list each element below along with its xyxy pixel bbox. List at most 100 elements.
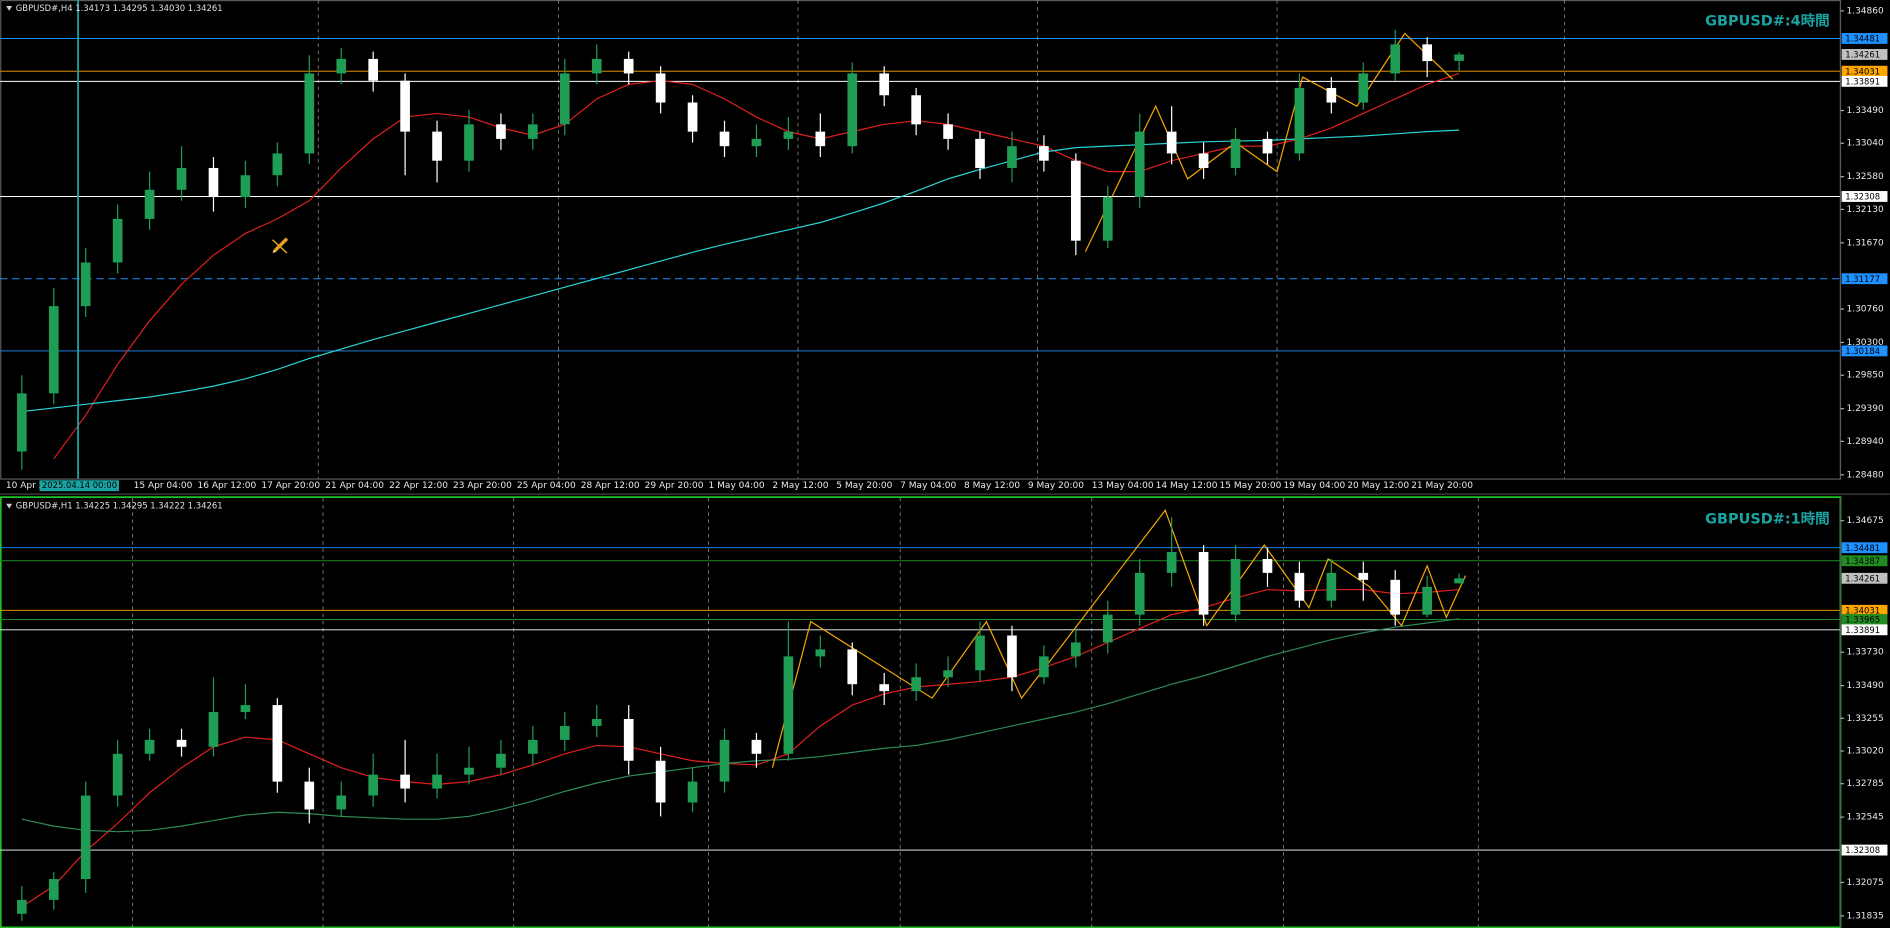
candle-body — [368, 58, 378, 81]
candle-body — [1294, 87, 1305, 154]
price-label: 1.34387 — [1845, 556, 1880, 566]
candle-body — [1230, 558, 1241, 615]
candle-body — [464, 124, 474, 161]
y-tick-label: 1.28940 — [1846, 437, 1884, 447]
candle-body — [1358, 73, 1369, 103]
candle-body — [1422, 44, 1432, 62]
x-tick-label: 5 May 20:00 — [836, 481, 892, 491]
candle-body — [528, 124, 538, 139]
x-tick-label: 9 May 20:00 — [1028, 481, 1084, 491]
price-label: 1.32308 — [1845, 845, 1880, 855]
x-tick-label: 1 May 04:00 — [709, 481, 765, 491]
x-tick-label: 19 May 04:00 — [1283, 481, 1345, 491]
x-tick-label: 20 May 12:00 — [1347, 481, 1409, 491]
moving-average-line — [53, 72, 1460, 460]
x-tick-label: 29 Apr 20:00 — [645, 481, 704, 491]
cursor-label-box — [39, 480, 120, 492]
x-tick-label: 25 Apr 04:00 — [517, 481, 576, 491]
price-label: 1.34481 — [1845, 34, 1880, 44]
candle-body — [751, 138, 762, 147]
candle-body — [208, 712, 219, 747]
candle-body — [176, 167, 187, 190]
candle-body — [240, 175, 251, 198]
x-tick-label: 17 Apr 20:00 — [261, 481, 320, 491]
y-tick-label: 1.32580 — [1846, 172, 1884, 182]
candle-body — [240, 705, 251, 713]
price-label: 1.33891 — [1845, 76, 1880, 86]
candle-body — [1071, 160, 1081, 241]
price-label: 1.31177 — [1845, 274, 1880, 284]
candle-body — [304, 73, 315, 154]
candle-body — [879, 73, 890, 96]
y-tick-label: 1.28480 — [1846, 470, 1884, 480]
x-tick-label: 8 May 12:00 — [964, 481, 1020, 491]
price-label: 1.34481 — [1845, 543, 1880, 553]
candle-body — [815, 131, 826, 147]
candle-body — [304, 781, 315, 810]
candle-body — [208, 167, 219, 198]
candle-body — [48, 306, 59, 394]
price-label-box — [1841, 49, 1888, 60]
candle-body — [144, 739, 155, 754]
y-tick-label: 1.33040 — [1846, 139, 1884, 149]
candle-body — [1358, 572, 1369, 580]
price-label: 1.34261 — [1845, 573, 1880, 583]
y-tick-label: 1.32785 — [1846, 779, 1883, 789]
candle-body — [1134, 131, 1145, 198]
candle-body — [783, 656, 794, 754]
candle-body — [1390, 44, 1401, 74]
plot-area — [0, 497, 1841, 928]
x-tick-label: 14 May 12:00 — [1156, 481, 1218, 491]
candle-body — [368, 774, 378, 796]
candle-body — [1039, 656, 1049, 678]
candle-body — [1166, 131, 1177, 154]
candle-body — [1166, 552, 1177, 573]
y-tick-label: 1.34675 — [1846, 516, 1883, 526]
candle-body — [879, 684, 890, 692]
candle-body — [1007, 146, 1017, 168]
x-tick-label: 16 Apr 12:00 — [198, 481, 257, 491]
candle-body — [975, 138, 985, 168]
candle-body — [176, 739, 187, 747]
candle-body — [80, 262, 91, 307]
chart-header: GBPUSD#,H4 1.34173 1.34295 1.34030 1.342… — [16, 3, 223, 13]
candle-body — [112, 753, 123, 796]
price-label: 1.33891 — [1845, 625, 1880, 635]
candle-body — [48, 879, 59, 900]
price-label-box — [1841, 75, 1888, 87]
candle-body — [559, 73, 570, 125]
y-tick-label: 1.32545 — [1846, 813, 1883, 823]
candle-body — [1071, 642, 1081, 657]
x-tick-label: 28 Apr 12:00 — [581, 481, 640, 491]
price-label: 1.34261 — [1845, 50, 1880, 60]
x-tick-label: 22 Apr 12:00 — [389, 481, 448, 491]
price-label-box — [1841, 624, 1888, 636]
candle-body — [1134, 572, 1145, 615]
candle-body — [496, 124, 506, 139]
candle-body — [943, 670, 953, 678]
chart-watermark: GBPUSD#:1時間 — [1705, 510, 1829, 527]
candle-body — [1454, 578, 1464, 584]
price-label-box — [1841, 572, 1888, 584]
y-tick-label: 1.32130 — [1846, 205, 1884, 215]
price-label-box — [1841, 844, 1888, 856]
x-tick-label: 23 Apr 20:00 — [453, 481, 512, 491]
candle-body — [719, 739, 730, 782]
candle-body — [623, 718, 634, 761]
candle-body — [400, 80, 410, 132]
y-tick-label: 1.30760 — [1846, 305, 1884, 315]
candle-body — [719, 131, 730, 147]
y-tick-label: 1.30300 — [1846, 338, 1884, 348]
price-label-box — [1841, 65, 1888, 77]
candle-body — [783, 131, 794, 139]
candle-body — [1262, 138, 1273, 154]
drawing-tool-icon[interactable] — [272, 237, 289, 254]
price-label: 1.32308 — [1845, 192, 1880, 202]
candle-body — [815, 649, 826, 657]
candle-body — [623, 58, 634, 74]
price-label-box — [1841, 614, 1888, 625]
candle-body — [1294, 572, 1305, 601]
y-tick-label: 1.33730 — [1846, 648, 1884, 658]
candle-body — [528, 739, 538, 754]
candle-body — [911, 677, 921, 692]
